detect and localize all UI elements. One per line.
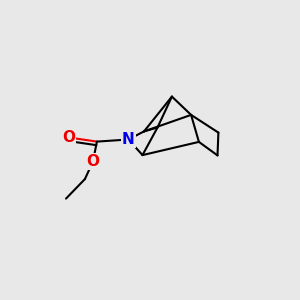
Text: O: O — [86, 154, 100, 169]
Text: O: O — [62, 130, 75, 145]
Text: N: N — [122, 132, 135, 147]
